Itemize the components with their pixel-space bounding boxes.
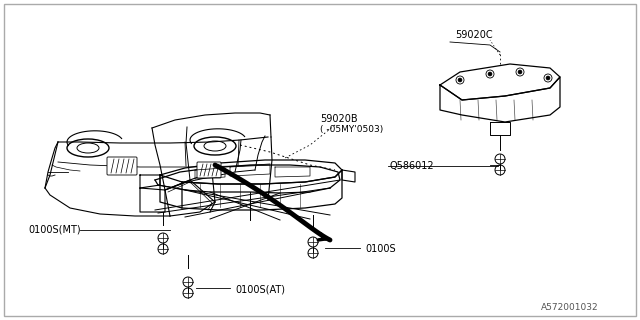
Polygon shape: [440, 64, 560, 100]
Text: A572001032: A572001032: [541, 303, 598, 312]
Polygon shape: [342, 170, 355, 182]
FancyBboxPatch shape: [197, 162, 221, 178]
Circle shape: [488, 72, 492, 76]
Polygon shape: [160, 175, 182, 208]
Circle shape: [458, 78, 462, 82]
Text: 0100S(MT): 0100S(MT): [28, 225, 81, 235]
Polygon shape: [140, 188, 165, 212]
Text: 59020B: 59020B: [320, 114, 358, 124]
Circle shape: [546, 76, 550, 80]
Circle shape: [518, 70, 522, 74]
Text: 0100S(AT): 0100S(AT): [235, 284, 285, 294]
Text: 0100S: 0100S: [365, 244, 396, 254]
FancyBboxPatch shape: [107, 157, 137, 175]
Polygon shape: [440, 77, 560, 122]
Polygon shape: [140, 175, 160, 188]
Text: 59020C: 59020C: [455, 30, 493, 40]
Polygon shape: [182, 170, 342, 210]
Polygon shape: [490, 122, 510, 135]
Polygon shape: [160, 160, 342, 184]
Text: Q586012: Q586012: [390, 161, 435, 171]
Text: ( -05MY'0503): ( -05MY'0503): [320, 125, 383, 134]
